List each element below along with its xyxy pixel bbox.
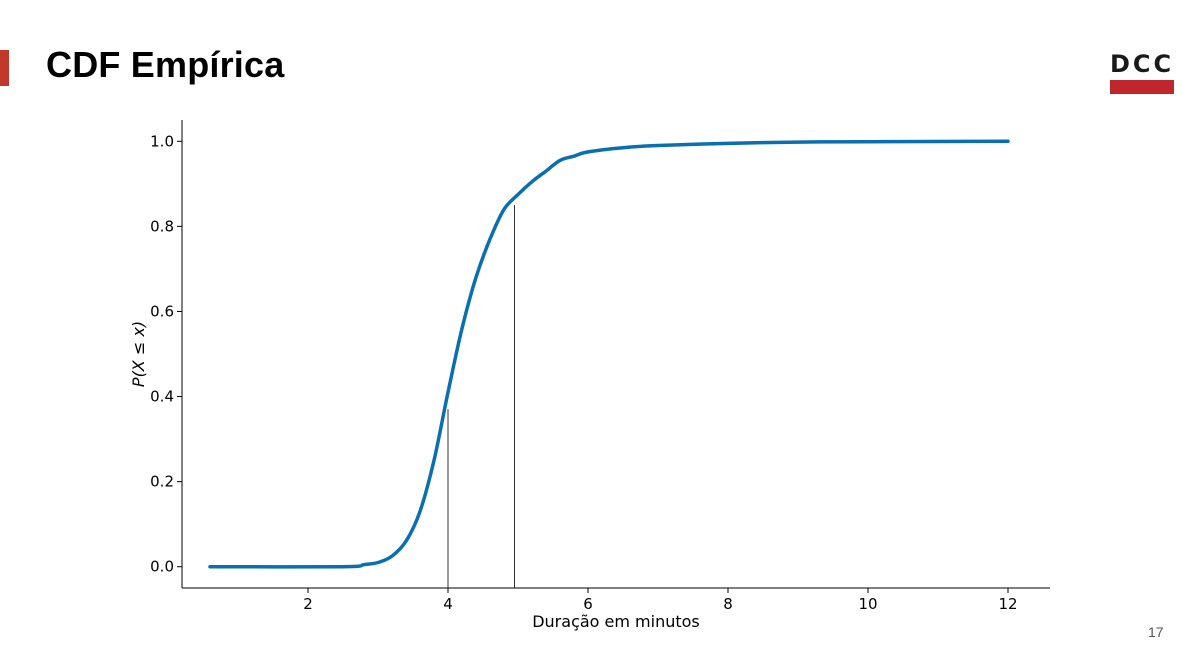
tick-group: 2 4 6 8 10 12 0.0 0.2 0.4 0.6 0.8 1.0 [150,132,1017,613]
x-tick-label: 6 [583,595,593,613]
cdf-line [208,139,1010,569]
logo-bar [1110,80,1174,94]
x-tick-label: 10 [858,595,877,613]
x-tick-label: 4 [443,595,453,613]
y-tick-label: 0.0 [150,558,174,576]
x-axis-label: Duração em minutos [532,612,700,631]
y-axis-label: P(X ≤ x) [129,321,148,387]
y-tick-label: 1.0 [150,132,174,150]
logo-text: DCC [1110,50,1175,78]
y-tick-label: 0.4 [150,388,174,406]
reference-lines [447,205,515,588]
page-number: 17 [1148,624,1164,640]
y-tick-label: 0.6 [150,302,174,320]
dcc-logo: DCC [1110,52,1176,94]
slide-title: CDF Empírica [46,44,285,85]
cdf-series [208,139,1010,569]
chart-axes [181,120,1050,589]
y-tick-label: 0.2 [150,473,174,491]
x-tick-label: 8 [723,595,733,613]
x-tick-label: 2 [303,595,313,613]
y-tick-label: 0.8 [150,217,174,235]
x-tick-label: 12 [998,595,1017,613]
accent-bar [0,50,9,86]
